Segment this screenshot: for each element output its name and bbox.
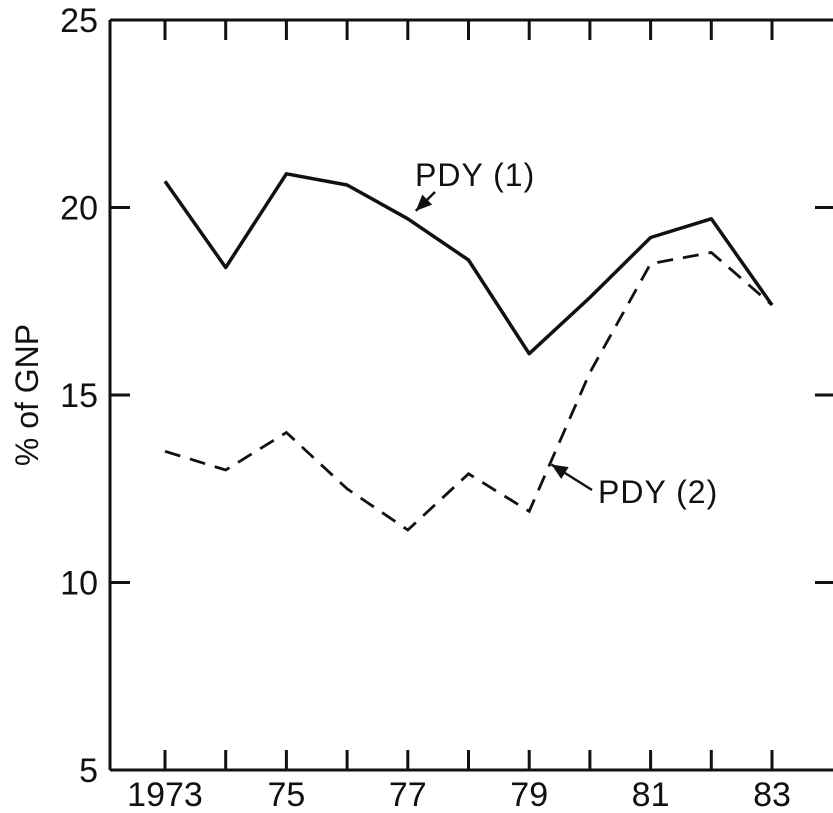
- pdy-1-pointer-head: [415, 194, 433, 211]
- x-tick-label: 81: [632, 776, 670, 813]
- series-line-1: [163, 172, 774, 356]
- x-tick-label: 83: [753, 776, 791, 813]
- y-tick-label: 10: [60, 565, 98, 603]
- axis-tick-labels: 1973 75 77 79 81 83 5 10 15 20 25: [60, 2, 791, 813]
- x-tick-label: 1973: [127, 776, 203, 813]
- x-tick-label: 77: [389, 776, 427, 813]
- y-tick-label: 20: [60, 190, 98, 228]
- series-annotations: PDY (1) PDY (2): [414, 157, 718, 510]
- y-tick-label: 25: [60, 2, 98, 40]
- series-label-pdy-1: PDY (1): [415, 157, 535, 193]
- x-tick-label: 75: [267, 776, 305, 813]
- plot-frame: [108, 18, 833, 772]
- pdy-2-pointer-head: [551, 464, 569, 479]
- y-tick-label: 5: [79, 752, 98, 790]
- axis-ticks: [110, 18, 833, 772]
- series-layer: [163, 172, 774, 532]
- y-tick-label: 15: [60, 377, 98, 415]
- series-line-2: [164, 251, 773, 532]
- series-label-pdy-2: PDY (2): [598, 474, 718, 510]
- y-axis-title: % of GNP: [9, 324, 45, 466]
- x-tick-label: 79: [510, 776, 548, 813]
